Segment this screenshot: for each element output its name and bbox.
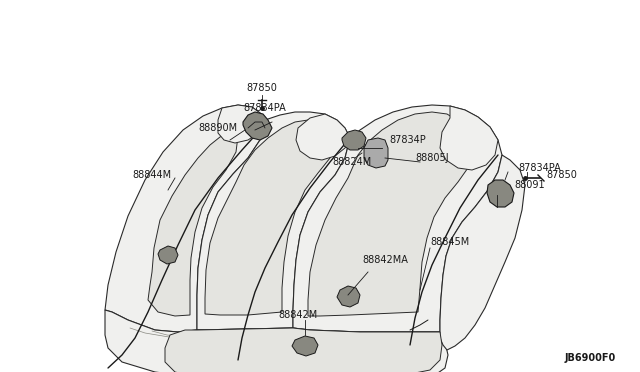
Text: 87834PA: 87834PA — [244, 103, 286, 113]
Polygon shape — [165, 328, 442, 372]
Text: 88845M: 88845M — [430, 237, 470, 247]
Text: 87834P: 87834P — [390, 135, 426, 145]
Polygon shape — [105, 105, 265, 332]
Polygon shape — [158, 246, 178, 264]
Polygon shape — [205, 120, 335, 315]
Polygon shape — [308, 112, 475, 316]
Polygon shape — [440, 155, 525, 350]
Text: 87834PA: 87834PA — [518, 163, 561, 173]
Polygon shape — [296, 114, 350, 160]
Text: 88805J: 88805J — [415, 153, 449, 163]
Polygon shape — [487, 180, 514, 207]
Polygon shape — [364, 138, 388, 168]
Text: 88842MA: 88842MA — [362, 255, 408, 265]
Polygon shape — [293, 105, 502, 332]
Polygon shape — [243, 112, 272, 140]
Text: JB6900F0: JB6900F0 — [564, 353, 616, 363]
Text: 88844M: 88844M — [132, 170, 172, 180]
Text: 88842M: 88842M — [278, 310, 317, 320]
Text: 87850: 87850 — [246, 83, 277, 93]
Polygon shape — [440, 106, 498, 170]
Polygon shape — [337, 286, 360, 307]
Polygon shape — [218, 105, 265, 143]
Polygon shape — [197, 112, 350, 330]
Text: 88091: 88091 — [515, 180, 545, 190]
Text: 87850: 87850 — [547, 170, 577, 180]
Polygon shape — [342, 130, 366, 150]
Text: 88824M: 88824M — [332, 157, 372, 167]
Text: 88890M: 88890M — [198, 123, 237, 133]
Polygon shape — [148, 132, 238, 316]
Polygon shape — [105, 310, 448, 372]
Polygon shape — [292, 336, 318, 356]
